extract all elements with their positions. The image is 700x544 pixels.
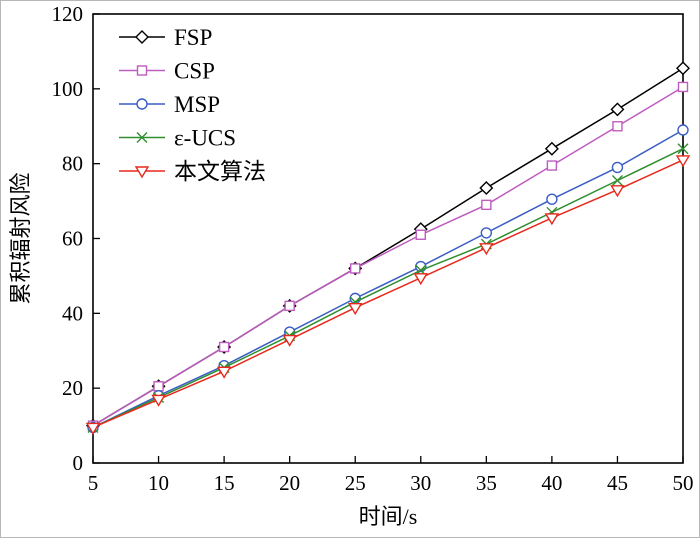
square-marker-icon [612, 121, 623, 132]
square-marker-icon [284, 300, 295, 312]
legend-label: MSP [174, 92, 220, 117]
x-tick-label: 45 [607, 471, 628, 495]
y-tick-label: 20 [62, 376, 83, 400]
circle-marker-icon [546, 193, 558, 205]
series-line [92, 86, 684, 427]
circle-marker-icon [611, 161, 624, 174]
legend-item-FSP: FSP [119, 25, 212, 50]
circle-marker-icon [677, 124, 689, 136]
square-marker-icon [218, 341, 230, 353]
triangle-down-marker-icon [134, 166, 150, 179]
series-本文算法 [85, 155, 691, 435]
diamond-marker-icon [676, 61, 690, 76]
square-marker-icon [153, 381, 164, 392]
y-tick-label: 40 [62, 301, 83, 325]
diamond-marker-icon [544, 141, 559, 156]
series-line [92, 159, 684, 429]
diamond-marker-icon [479, 180, 494, 195]
legend-item-ε-UCS: ε-UCS [119, 126, 236, 151]
diamond-marker-icon [610, 102, 625, 117]
circle-marker-icon [136, 98, 148, 110]
x-tick-label: 5 [88, 471, 99, 495]
x-axis-label: 时间/s [359, 504, 418, 529]
x-tick-label: 25 [345, 471, 366, 495]
x-marker-icon [136, 132, 148, 143]
triangle-down-marker-icon [675, 155, 691, 168]
square-marker-icon [677, 81, 689, 93]
x-tick-label: 10 [148, 471, 169, 495]
y-tick-label: 120 [52, 2, 84, 26]
triangle-down-marker-icon [610, 185, 625, 198]
legend-label: CSP [174, 59, 215, 84]
square-marker-icon [415, 229, 426, 240]
square-marker-icon [546, 160, 558, 171]
x-tick-label: 20 [279, 471, 300, 495]
triangle-down-marker-icon [85, 422, 101, 435]
series-ε-UCS [87, 143, 689, 433]
legend-label: FSP [174, 25, 212, 50]
triangle-down-marker-icon [282, 334, 297, 347]
x-tick-label: 50 [673, 471, 694, 495]
x-tick-label: 40 [541, 471, 562, 495]
y-tick-label: 60 [62, 227, 83, 251]
series-line [92, 129, 684, 429]
triangle-down-marker-icon [479, 243, 494, 256]
square-marker-icon [481, 199, 492, 211]
x-tick-label: 35 [476, 471, 497, 495]
y-axis-label: 累积辐射风险 [8, 172, 33, 304]
legend-item-本文算法: 本文算法 [119, 159, 266, 184]
triangle-down-marker-icon [544, 213, 560, 226]
legend-label: 本文算法 [174, 159, 266, 184]
x-tick-label: 30 [410, 471, 431, 495]
legend-label: ε-UCS [174, 126, 236, 151]
series-line [92, 148, 684, 429]
triangle-down-marker-icon [413, 273, 429, 286]
triangle-down-marker-icon [151, 394, 166, 407]
square-marker-icon [136, 65, 148, 76]
x-marker-icon [677, 143, 689, 155]
triangle-down-marker-icon [347, 303, 363, 316]
y-tick-label: 80 [62, 152, 83, 176]
x-marker-icon [611, 175, 623, 186]
y-tick-label: 0 [73, 451, 84, 475]
diamond-marker-icon [135, 30, 149, 44]
circle-marker-icon [480, 227, 493, 239]
series-FSP [86, 61, 690, 433]
triangle-down-marker-icon [216, 366, 232, 379]
x-tick-label: 15 [214, 471, 235, 495]
square-marker-icon [350, 263, 361, 274]
y-tick-label: 100 [52, 77, 84, 101]
legend-item-CSP: CSP [119, 59, 215, 84]
legend-item-MSP: MSP [119, 92, 220, 117]
